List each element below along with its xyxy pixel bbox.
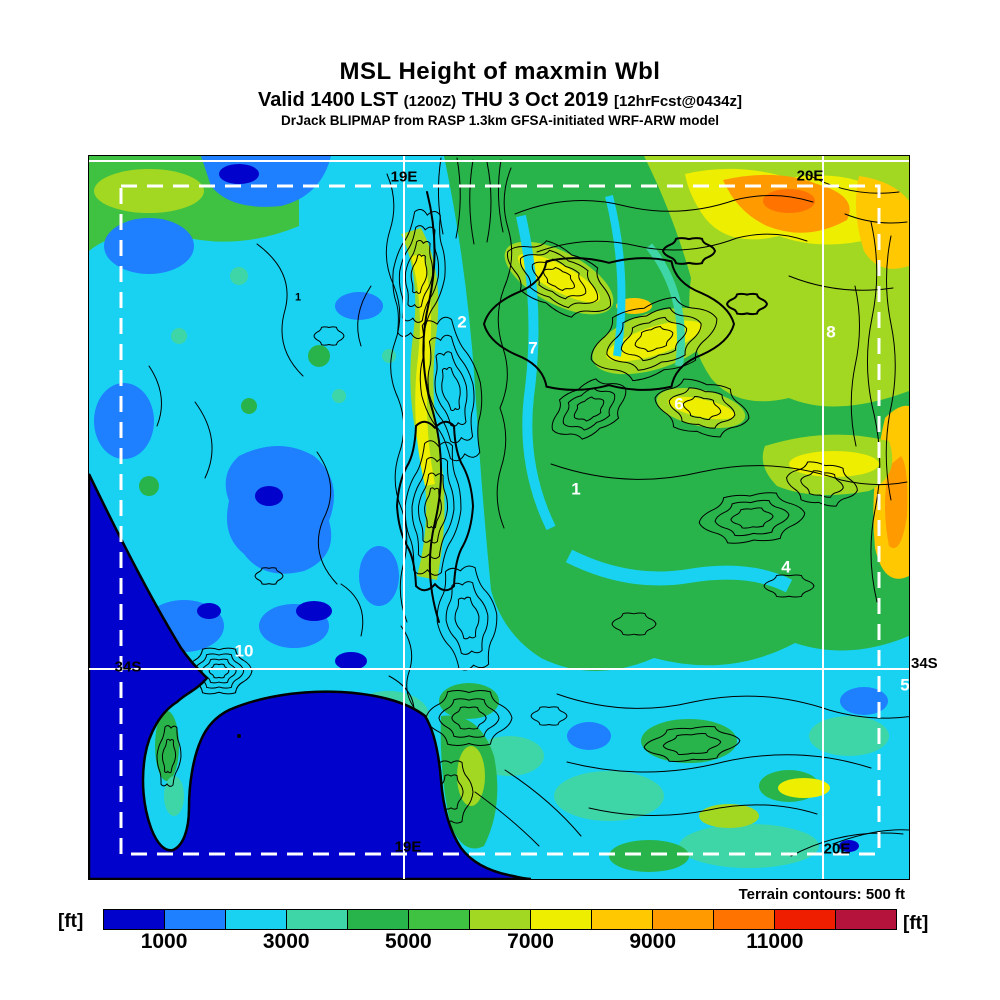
colorbar-tick-label: 3000	[262, 930, 310, 953]
spot-label: 1	[294, 291, 302, 304]
spot-label: 1	[571, 479, 581, 499]
colorbar-tick-label: 5000	[385, 930, 432, 953]
colorbar-segment	[347, 910, 408, 929]
valid-zulu: (1200Z)	[403, 93, 457, 110]
colorbar-segment	[774, 910, 835, 929]
grid-label: 19E	[390, 168, 418, 186]
units-label-left: [ft]	[58, 911, 84, 932]
colorbar-segment	[104, 910, 164, 929]
colorbar-tick-label: 11000	[746, 930, 804, 953]
grid-label: 20E	[796, 167, 824, 185]
spot-label: 7	[528, 338, 538, 358]
model-line: DrJack BLIPMAP from RASP 1.3km GFSA-init…	[280, 113, 720, 128]
spot-label: 8	[826, 322, 836, 342]
colorbar-segment	[591, 910, 652, 929]
colorbar-segment	[530, 910, 591, 929]
colorbar-tick-label: 1000	[140, 930, 188, 953]
colorbar-tick-label: 9000	[629, 930, 677, 953]
spot-label: 6	[674, 394, 684, 414]
spot-label: 2	[457, 312, 467, 332]
grid-label: 34S	[114, 658, 142, 676]
colorbar-segment	[225, 910, 286, 929]
colorbar-segment	[835, 910, 896, 929]
spot-label: 10	[234, 641, 254, 661]
units-label-right: [ft]	[903, 913, 929, 934]
valid-date: THU 3 Oct 2019	[461, 89, 609, 111]
spot-label: 5	[900, 675, 910, 695]
header: MSL Height of maxmin Wbl Valid 1400 LST …	[0, 58, 1000, 128]
terrain-plot	[89, 156, 909, 879]
grid-label: 19E	[394, 838, 422, 856]
page-title: MSL Height of maxmin Wbl	[339, 58, 661, 85]
grid-label: 20E	[823, 840, 851, 858]
terrain-contours-note: Terrain contours: 500 ft	[738, 886, 905, 903]
lat-label-right: 34S	[911, 655, 938, 672]
valid-line: Valid 1400 LST (1200Z) THU 3 Oct 2019 [1…	[0, 89, 1000, 112]
colorbar-segment	[408, 910, 469, 929]
colorbar-segment	[652, 910, 713, 929]
colorbar-segment	[286, 910, 347, 929]
colorbar	[103, 909, 897, 930]
colorbar-segment	[164, 910, 225, 929]
spot-label: 4	[781, 557, 791, 577]
colorbar-ticks: 1000 3000 5000 7000 9000 11000	[103, 930, 897, 958]
map: 19E 20E 19E 20E 34S 1 2 7 6 8 1 4 10 5	[88, 155, 910, 880]
colorbar-segment	[713, 910, 774, 929]
colorbar-tick-label: 7000	[507, 930, 554, 953]
valid-prefix: Valid 1400 LST	[257, 89, 399, 111]
valid-fcst: [12hrFcst@0434z]	[614, 93, 743, 110]
colorbar-segment	[469, 910, 530, 929]
